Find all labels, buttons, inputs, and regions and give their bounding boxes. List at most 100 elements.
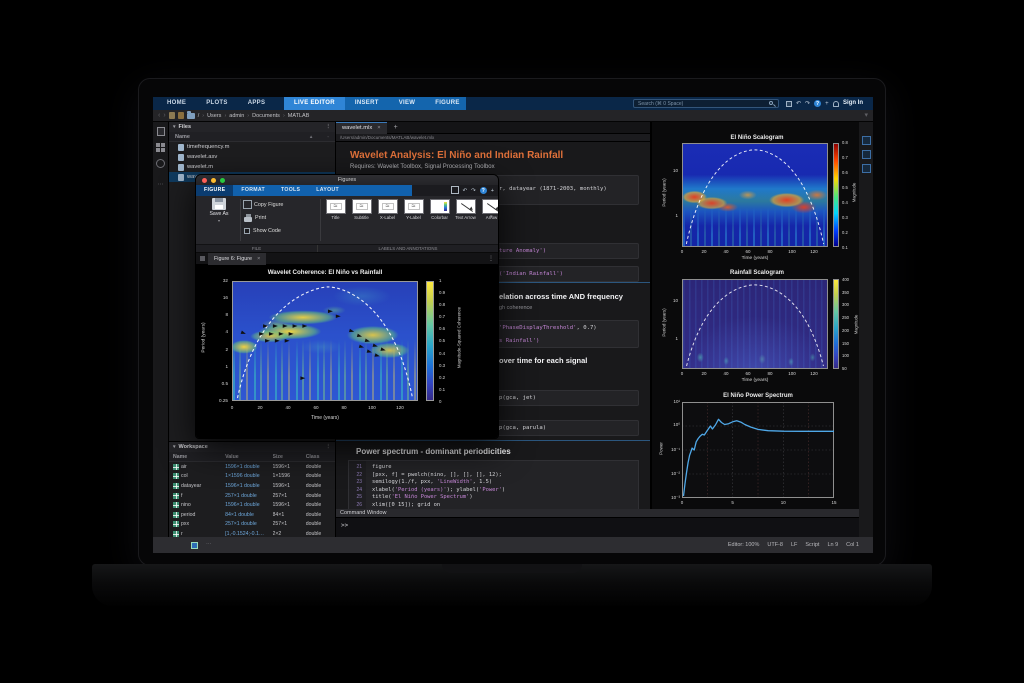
code-line[interactable]: xlabel('Period (years)'); ylabel('Power'… [372, 486, 506, 493]
workspace-row[interactable]: period 84×1 double 84×1 double [169, 510, 335, 520]
panel-tool-icon[interactable] [861, 164, 871, 173]
minimize-window-icon[interactable] [211, 177, 216, 183]
workspace-column-header[interactable]: Name [173, 453, 188, 460]
breadcrumb-caret-icon[interactable]: ▾ [864, 111, 868, 119]
breadcrumb-root[interactable]: / [197, 112, 200, 119]
status-doc-icon[interactable] [191, 541, 198, 549]
sidebar-more-icon[interactable]: ⋯ [157, 182, 164, 188]
forward-icon[interactable]: › [163, 111, 166, 119]
share-icon[interactable] [156, 159, 165, 168]
copy-figure-button[interactable]: Copy Figure [242, 200, 283, 210]
code-line[interactable]: title('El Niño Power Spectrum') [372, 494, 473, 500]
editor-tab-wavelet[interactable]: wavelet.mlx × [336, 121, 387, 134]
figures-tab-layout[interactable]: LAYOUT [316, 187, 339, 193]
code-block[interactable]: 21 22 23 24 25 26 figure [pxx, f] = pwelch(nin… [348, 460, 639, 509]
breadcrumb-item[interactable]: Users [207, 112, 222, 119]
toolstrip-tab-insert[interactable]: INSERT [354, 100, 379, 106]
breadcrumb-item[interactable]: admin [229, 112, 245, 119]
breadcrumb-item[interactable]: Documents [252, 112, 280, 119]
gallery-item-arrow[interactable]: Arrow [480, 199, 498, 220]
panel-tool-icon[interactable] [861, 136, 871, 145]
power-spectrum-axes[interactable] [682, 402, 834, 498]
scalogram-nino-axes[interactable] [682, 143, 828, 247]
sign-in-button[interactable]: Sign In [843, 100, 863, 106]
code-line[interactable]: semilogy(1./f, pxx, 'LineWidth', 1.5) [372, 479, 493, 485]
figures-tab-format[interactable]: FORMAT [241, 187, 266, 193]
save-icon[interactable] [786, 100, 792, 107]
panel-overflow-icon[interactable]: ⋮ [325, 124, 332, 130]
new-script-icon[interactable] [168, 112, 175, 119]
figure-canvas[interactable]: Wavelet Coherence: El Niño vs Rainfall P… [196, 265, 498, 438]
close-window-icon[interactable] [202, 177, 207, 183]
gallery-item-subtitle[interactable]: ≈ Subtitle [350, 199, 373, 220]
figures-window-titlebar[interactable]: Figures [196, 175, 498, 185]
figures-window[interactable]: Figures FIGURE FORMAT TOOLS LAYOUT ↶ ↷ ? + … [196, 175, 498, 438]
workspace-row[interactable]: air 1596×1 double 1596×1 double [169, 462, 335, 472]
workspace-panel-header[interactable]: ▾ Workspace ⋮ [169, 442, 335, 452]
toolstrip-tab-apps[interactable]: APPS [247, 100, 266, 106]
gallery-caret-icon[interactable]: ▾ [490, 214, 493, 220]
add-icon[interactable]: + [490, 187, 494, 194]
help-icon[interactable]: ? [814, 100, 822, 107]
close-tab-icon[interactable]: × [377, 125, 381, 131]
code-line[interactable]: xlim([0 15]); grid on [372, 501, 441, 508]
copy-icon[interactable] [451, 186, 460, 194]
undo-icon[interactable]: ↶ [796, 101, 802, 107]
code-line[interactable]: figure [372, 464, 392, 470]
close-tab-icon[interactable]: × [257, 255, 261, 262]
back-icon[interactable]: ‹ [158, 111, 161, 119]
panel-tool-icon[interactable] [861, 150, 871, 159]
gallery-item-text-arrow[interactable]: Text Arrow [454, 199, 477, 220]
redo-icon[interactable]: ↷ [805, 101, 811, 107]
files-panel-header[interactable]: ▾ Files ⋮ [169, 122, 335, 132]
command-prompt[interactable]: >> [341, 522, 349, 529]
files-name-column[interactable]: Name [175, 133, 190, 140]
workspace-row[interactable]: f 257×1 double 257×1 double [169, 491, 335, 501]
search-input[interactable] [633, 99, 779, 108]
collapse-caret-icon[interactable]: ▾ [173, 124, 176, 130]
command-window-header[interactable]: Command Window [336, 509, 859, 518]
code-line[interactable]: [pxx, f] = pwelch(nino, [], [], [], 12); [372, 471, 502, 478]
workspace-row[interactable]: nino 1596×1 double 1596×1 double [169, 500, 335, 510]
workspace-row[interactable]: pxx 257×1 double 257×1 double [169, 520, 335, 530]
file-row[interactable]: wavelet.asv [169, 152, 335, 162]
code-lines[interactable]: figure [pxx, f] = pwelch(nino, [], [], []… [366, 461, 638, 509]
help-icon[interactable]: ? [479, 187, 487, 194]
collapse-caret-icon[interactable]: ▾ [173, 444, 176, 450]
tab-overflow-icon[interactable]: ⋮ [488, 256, 494, 262]
toolstrip-tab-view[interactable]: VIEW [398, 100, 416, 106]
workspace-row[interactable]: datayear 1596×1 double 1596×1 double [169, 481, 335, 491]
file-row[interactable]: wavelet.m [169, 162, 335, 172]
gallery-item-colorbar[interactable]: Colorbar [428, 199, 451, 220]
print-button[interactable]: Print [244, 213, 283, 223]
gallery-item-x-label[interactable]: ≈ X-Label [376, 199, 399, 220]
new-tab-button[interactable]: + [393, 124, 398, 131]
files-panel-icon[interactable] [156, 127, 165, 136]
toolstrip-tab-home[interactable]: HOME [167, 100, 187, 106]
save-as-button[interactable]: Save As ▾ [200, 198, 238, 243]
show-code-checkbox[interactable]: Show Code [244, 226, 283, 236]
toolstrip-tab-live-editor[interactable]: LIVE EDITOR [284, 97, 345, 110]
apps-grid-icon[interactable] [156, 143, 165, 152]
figures-tab-tools[interactable]: TOOLS [281, 187, 301, 193]
breadcrumb-item[interactable]: MATLAB [287, 112, 310, 119]
workspace-column-header[interactable]: Value [225, 453, 239, 460]
figure-panel-icon[interactable] [200, 256, 205, 261]
toolstrip-tab-plots[interactable]: PLOTS [206, 100, 228, 106]
gallery-item-y-label[interactable]: ≈ Y-Label [402, 199, 425, 220]
files-column-header[interactable]: Name ▲ ◦ [169, 132, 335, 142]
redo-icon[interactable]: ↷ [471, 187, 476, 194]
undo-icon[interactable]: ↶ [462, 187, 468, 194]
scalogram-rainfall-axes[interactable] [682, 279, 828, 369]
info-icon[interactable]: ◦ [327, 134, 329, 139]
figures-tab-figure[interactable]: FIGURE [196, 185, 234, 196]
zoom-window-icon[interactable] [220, 177, 225, 183]
workspace-column-header[interactable]: Class [305, 453, 320, 460]
notifications-icon[interactable] [832, 100, 839, 107]
panel-overflow-icon[interactable]: ⋮ [325, 444, 332, 450]
workspace-row[interactable]: col 1×1596 double 1×1596 double [169, 472, 335, 482]
workspace-column-header[interactable]: Size [272, 453, 283, 460]
gallery-item-title[interactable]: ≈ Title [324, 199, 347, 220]
file-row[interactable]: timefrequency.m [169, 142, 335, 152]
status-more-icon[interactable]: ⋯ [206, 542, 212, 548]
